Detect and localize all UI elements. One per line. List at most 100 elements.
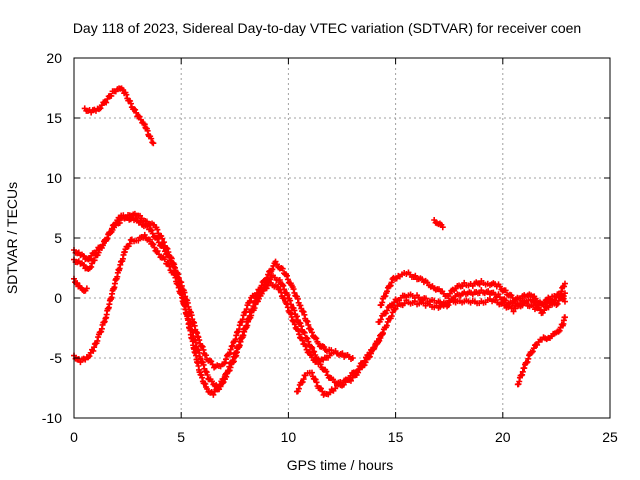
data-point — [551, 297, 558, 304]
data-point — [294, 295, 301, 302]
data-point — [80, 252, 87, 259]
x-tick-label: 0 — [70, 429, 78, 445]
data-point — [412, 272, 419, 279]
data-point — [223, 373, 230, 380]
data-point — [377, 316, 384, 323]
data-point — [195, 334, 202, 341]
x-tick-label: 15 — [388, 429, 404, 445]
data-point — [384, 318, 391, 325]
data-point — [258, 290, 265, 297]
data-point — [291, 307, 298, 314]
data-point — [307, 326, 314, 333]
data-point — [376, 337, 383, 344]
data-point — [221, 360, 228, 367]
data-point — [263, 274, 270, 281]
data-point — [284, 276, 291, 283]
data-point — [523, 359, 530, 366]
data-point — [91, 257, 98, 264]
data-point — [154, 247, 161, 254]
data-point — [149, 240, 156, 247]
data-point — [445, 302, 452, 309]
data-point — [295, 327, 302, 334]
data-point — [91, 344, 98, 351]
data-point — [148, 227, 155, 234]
data-point — [554, 300, 561, 307]
data-point — [290, 286, 297, 293]
y-tick-label: 15 — [46, 110, 62, 126]
series-evening-upper — [377, 269, 568, 309]
data-point — [279, 265, 286, 272]
data-point — [371, 344, 378, 351]
data-point — [388, 279, 395, 286]
data-point — [166, 263, 173, 270]
data-point — [297, 302, 304, 309]
data-point — [251, 305, 258, 312]
data-point — [304, 335, 311, 342]
data-point — [299, 337, 306, 344]
data-point — [210, 391, 217, 398]
data-point — [379, 331, 386, 337]
data-point — [161, 239, 168, 246]
data-point — [379, 299, 386, 306]
data-point — [328, 350, 335, 357]
data-point — [295, 385, 302, 392]
data-point — [133, 109, 140, 116]
x-tick-label: 10 — [281, 429, 297, 445]
data-point — [99, 242, 106, 249]
data-point — [313, 335, 320, 342]
data-point — [345, 375, 352, 382]
data-point — [88, 263, 95, 270]
data-point — [280, 282, 287, 289]
data-point — [355, 366, 362, 373]
data-point — [293, 313, 300, 320]
data-point — [148, 135, 155, 142]
y-tick-label: 0 — [54, 290, 62, 306]
data-point — [150, 140, 157, 147]
data-point — [154, 226, 161, 233]
data-point — [521, 365, 528, 372]
data-point — [230, 359, 237, 366]
data-point — [150, 241, 157, 248]
data-point — [127, 100, 134, 107]
data-point — [111, 224, 118, 231]
data-point — [300, 329, 307, 336]
data-point — [298, 323, 305, 330]
data-point — [265, 271, 272, 278]
data-point — [199, 343, 206, 350]
data-point — [94, 337, 101, 344]
data-point — [299, 378, 306, 385]
y-tick-label: -5 — [50, 350, 63, 366]
y-tick-label: -10 — [42, 410, 62, 426]
data-point — [561, 280, 568, 287]
data-point — [309, 344, 316, 351]
data-point — [308, 343, 315, 350]
series-low-track — [293, 331, 386, 398]
data-point — [308, 354, 315, 361]
data-point — [439, 224, 446, 231]
series-main-track-b — [71, 210, 356, 371]
data-point — [534, 341, 541, 348]
x-tick-label: 20 — [495, 429, 511, 445]
y-tick-label: 5 — [54, 230, 62, 246]
data-point — [278, 289, 285, 296]
data-point — [132, 106, 139, 113]
data-point — [323, 368, 330, 375]
data-point — [361, 358, 368, 365]
data-point — [222, 356, 229, 363]
data-point — [387, 282, 394, 289]
data-point — [83, 285, 90, 292]
data-point — [273, 261, 280, 268]
data-point — [389, 302, 396, 309]
data-point — [222, 359, 229, 366]
data-point — [284, 291, 291, 298]
series-secondary-track — [71, 231, 335, 390]
x-axis-label: GPS time / hours — [287, 457, 394, 473]
data-point — [226, 350, 233, 357]
data-point — [208, 378, 215, 385]
data-point — [164, 245, 171, 252]
data-point — [502, 297, 509, 304]
data-point — [281, 295, 288, 302]
data-point — [561, 314, 568, 321]
data-point — [305, 338, 312, 345]
